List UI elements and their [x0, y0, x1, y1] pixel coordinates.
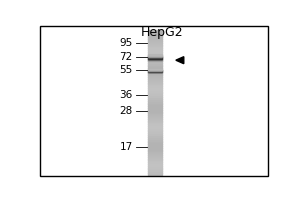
Bar [148, 30, 162, 175]
Text: 17: 17 [120, 142, 133, 152]
Text: HepG2: HepG2 [141, 26, 183, 39]
Text: 72: 72 [120, 52, 133, 62]
Polygon shape [176, 57, 184, 64]
Text: 55: 55 [120, 65, 133, 75]
Text: 95: 95 [120, 38, 133, 48]
Text: 36: 36 [120, 90, 133, 100]
Text: 28: 28 [120, 106, 133, 116]
